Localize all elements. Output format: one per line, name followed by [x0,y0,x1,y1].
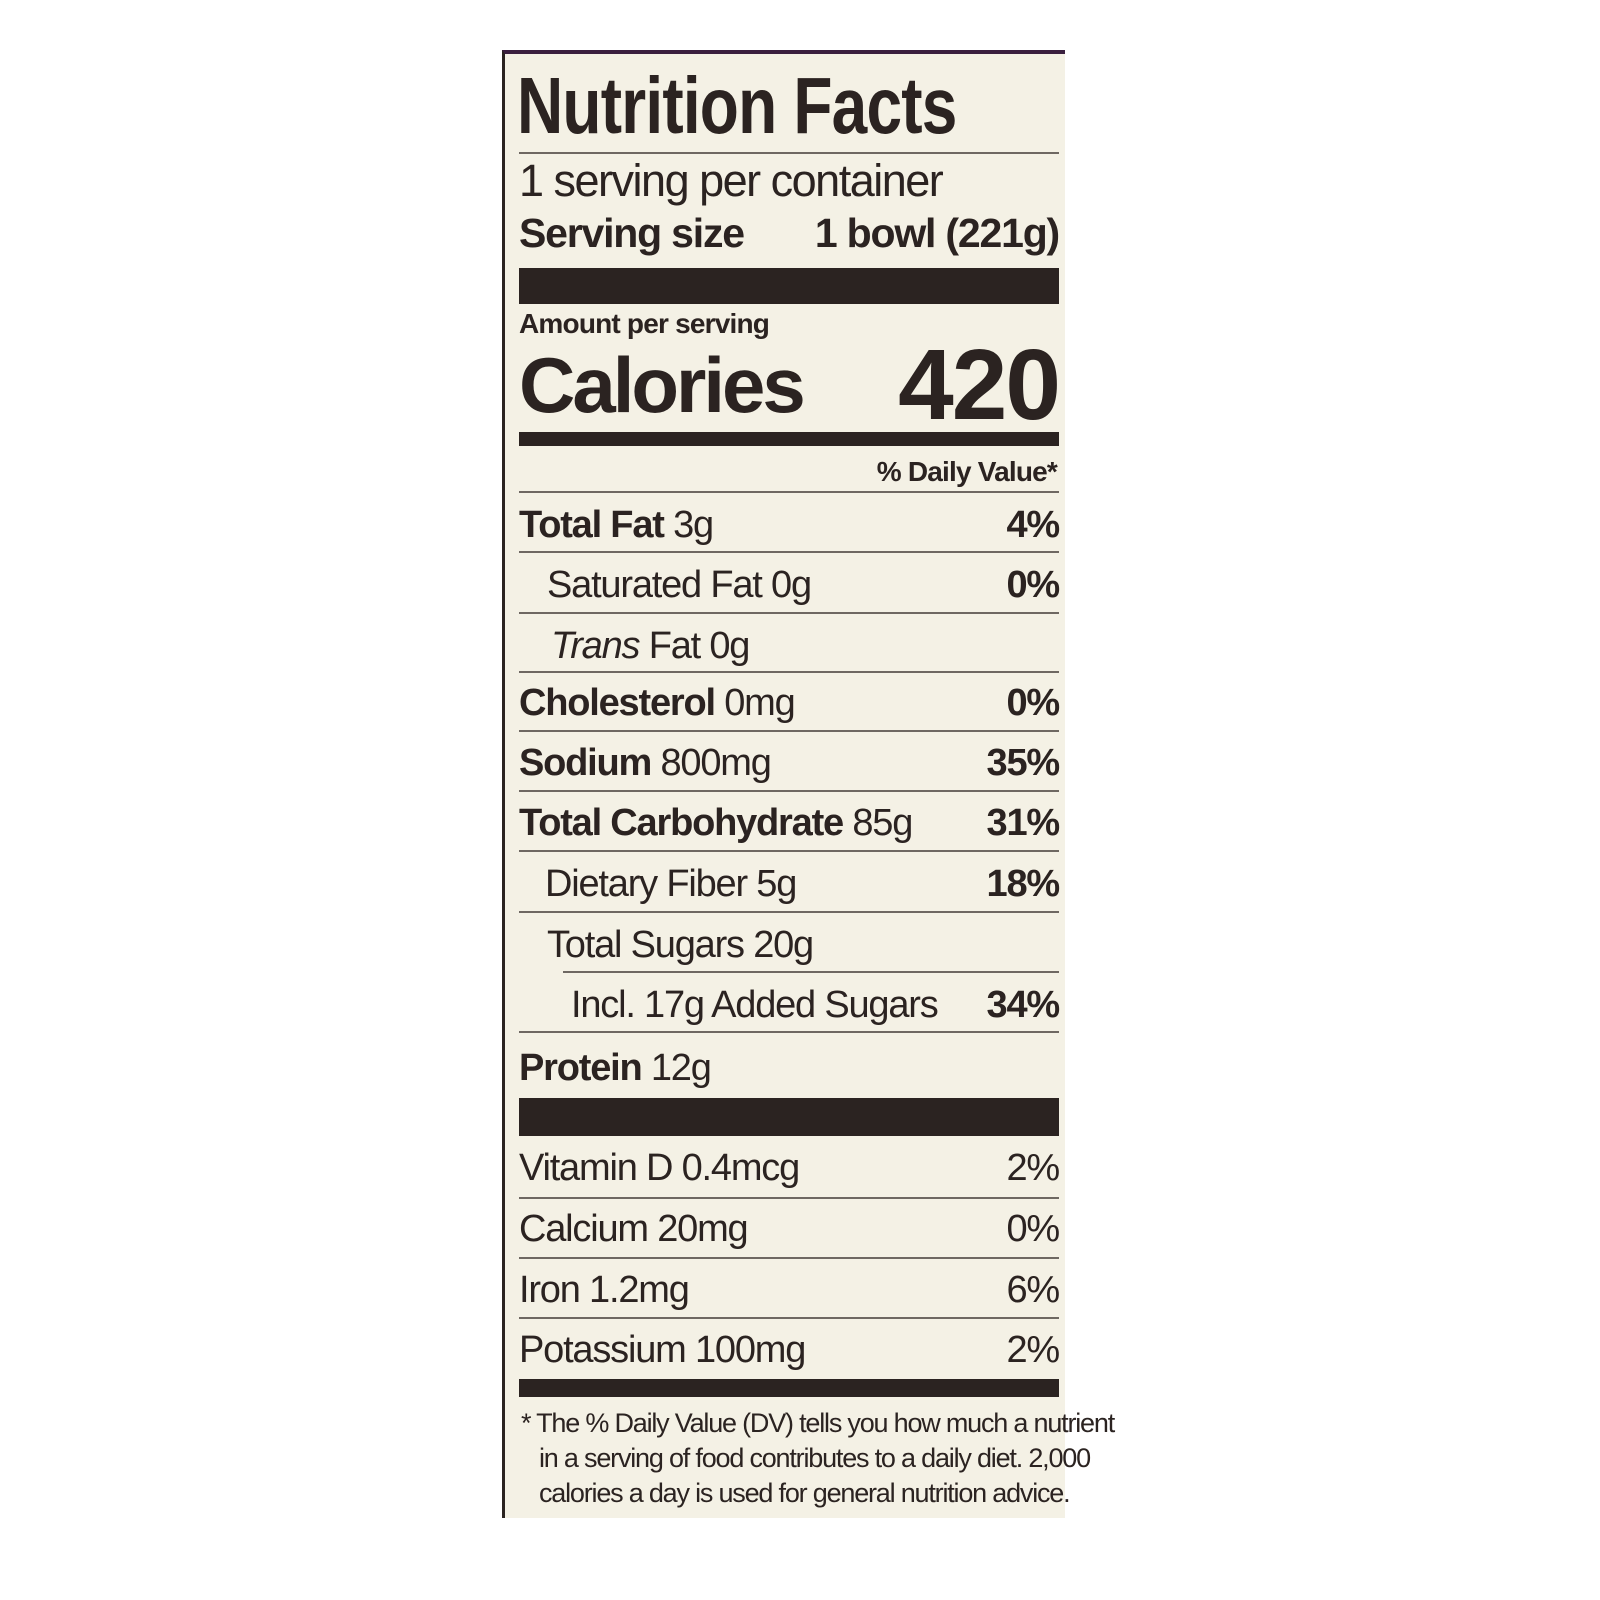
footnote-line: calories a day is used for general nutri… [539,1478,1071,1508]
vitamin-amount: 100mg [694,1329,806,1371]
calories-value: 420 [898,329,1061,441]
nutrient-dv: 0% [1006,564,1060,606]
thick-divider [519,268,1059,304]
divider [519,612,1059,614]
nutrient-amount: 12g [650,1047,712,1089]
nutrient-row-trans-fat: Trans Fat 0g [551,623,1059,669]
nutrient-row-total-carbohydrate: Total Carbohydrate 85g 31% [519,800,1061,846]
divider [519,152,1059,154]
divider [519,671,1059,673]
vitamin-row-vitamin-d: Vitamin D 0.4mcg 2% [519,1145,1060,1191]
nutrient-row-added-sugars: Incl. 17g Added Sugars 34% [571,982,1061,1028]
footnote-line: in a serving of food contributes to a da… [539,1443,1091,1473]
divider [519,1257,1059,1259]
nutrient-dv: 34% [986,984,1061,1026]
nutrient-dv: 35% [986,742,1061,784]
servings-per-container: 1 serving per container [519,155,944,206]
nutrient-amount: 85g [852,802,913,844]
vitamin-dv: 2% [1006,1147,1060,1189]
medium-divider [519,1379,1059,1397]
nutrient-dv: 4% [1006,504,1060,546]
vitamin-amount: 1.2mg [589,1269,690,1311]
nutrient-dv: 18% [986,863,1061,905]
footnote: * The % Daily Value (DV) tells you how m… [521,1406,1115,1511]
calories-label: Calories [519,341,806,429]
divider [563,971,1059,973]
nutrient-name: Trans [551,625,641,667]
nutrient-name: Total Carbohydrate [519,802,844,844]
nutrition-facts-label: Nutrition Facts 1 serving per container … [502,50,1115,1518]
serving-size-row: Serving size 1 bowl (221g) [519,209,1060,257]
nutrient-amount: 3g [673,504,714,546]
medium-divider [519,432,1059,446]
vitamin-name: Iron [519,1269,581,1311]
nutrient-amount: 0mg [724,682,796,724]
divider [519,491,1059,493]
nutrient-row-total-fat: Total Fat 3g 4% [519,502,1060,548]
vitamin-row-potassium: Potassium 100mg 2% [519,1327,1060,1373]
nutrient-name: Sodium [519,742,652,784]
label-title: Nutrition Facts [517,64,1066,148]
nutrient-amount: 5g [756,863,797,905]
vitamin-dv: 0% [1006,1208,1060,1250]
nutrient-name-suffix: Fat [648,625,702,667]
title-text: Nutrition Facts [517,61,957,150]
vitamin-row-calcium: Calcium 20mg 0% [519,1206,1060,1252]
vitamin-amount: 0.4mcg [681,1147,801,1189]
vitamin-name: Vitamin D [519,1147,673,1189]
divider [519,850,1059,852]
footnote-line: * The % Daily Value (DV) tells you how m… [521,1408,1115,1438]
vitamin-name: Potassium [519,1329,687,1371]
divider [519,730,1059,732]
nutrient-name: Total Sugars [547,924,745,966]
amount-per-serving: Amount per serving [519,308,770,339]
nutrient-row-total-sugars: Total Sugars 20g [547,922,1059,968]
nutrient-name: Cholesterol [519,682,716,724]
nutrient-name: Saturated Fat [547,564,763,606]
nutrient-row-protein: Protein 12g [519,1045,1059,1091]
nutrient-dv: 31% [986,802,1061,844]
divider [519,1031,1059,1033]
vitamin-amount: 20mg [657,1208,748,1250]
nutrient-name: Dietary Fiber [545,863,748,905]
nutrient-name: Protein [519,1047,643,1089]
nutrient-dv: 0% [1006,682,1060,724]
vitamin-dv: 6% [1006,1269,1060,1311]
nutrient-row-sodium: Sodium 800mg 35% [519,740,1061,786]
divider [519,551,1059,553]
divider [519,1317,1059,1319]
vitamin-row-iron: Iron 1.2mg 6% [519,1267,1060,1313]
vitamin-name: Calcium [519,1208,649,1250]
divider [519,1197,1059,1199]
serving-size-value: 1 bowl (221g) [814,210,1060,256]
nutrient-amount: 800mg [660,742,772,784]
divider [519,790,1059,792]
vitamin-dv: 2% [1006,1329,1060,1371]
nutrient-name: Incl. 17g Added Sugars [571,984,939,1026]
nutrient-row-saturated-fat: Saturated Fat 0g 0% [547,562,1060,608]
calories-row: Calories 420 [519,329,1061,441]
nutrient-row-dietary-fiber: Dietary Fiber 5g 18% [545,861,1061,907]
nutrient-amount: 20g [753,924,814,966]
serving-size-label: Serving size [519,210,745,256]
nutrient-row-cholesterol: Cholesterol 0mg 0% [519,680,1060,726]
daily-value-header: % Daily Value* [876,456,1058,487]
nutrient-name: Total Fat [519,504,665,546]
nutrient-amount: 0g [771,564,812,606]
nutrient-amount: 0g [709,625,750,667]
divider [519,911,1059,913]
thick-divider [519,1098,1059,1136]
